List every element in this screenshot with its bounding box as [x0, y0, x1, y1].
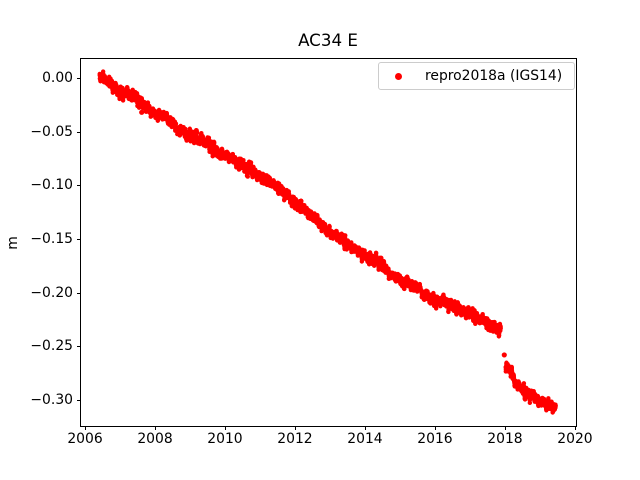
- legend: repro2018a (IGS14): [378, 62, 575, 90]
- x-tick-label: 2020: [557, 431, 593, 447]
- x-tick-label: 2006: [67, 431, 103, 447]
- y-tick-label: −0.15: [30, 230, 73, 247]
- y-tick-label: −0.25: [30, 338, 73, 355]
- legend-label: repro2018a (IGS14): [425, 68, 563, 84]
- y-tick-label: −0.30: [30, 392, 73, 409]
- y-tick-label: −0.05: [30, 123, 73, 140]
- x-tick-label: 2018: [487, 431, 523, 447]
- x-tick-label: 2008: [137, 431, 173, 447]
- y-tick-label: 0.00: [42, 69, 73, 86]
- x-tick-label: 2012: [277, 431, 313, 447]
- chart-title: AC34 E: [298, 30, 358, 50]
- x-tick-label: 2014: [347, 431, 383, 447]
- x-tick-label: 2016: [417, 431, 453, 447]
- y-tick-label: −0.20: [30, 284, 73, 301]
- x-tick-label: 2010: [207, 431, 243, 447]
- y-tick-label: −0.10: [30, 177, 73, 194]
- legend-marker-dot-icon: [395, 72, 402, 80]
